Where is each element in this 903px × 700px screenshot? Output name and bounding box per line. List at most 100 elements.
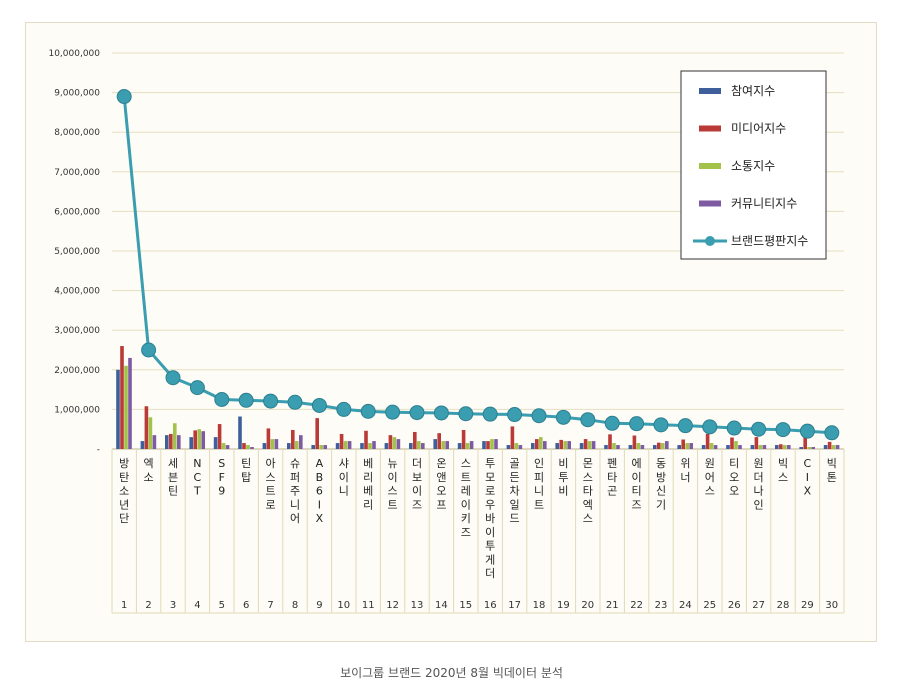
y-tick-label: 10,000,000 xyxy=(48,49,100,59)
bar xyxy=(835,445,840,449)
legend-swatch xyxy=(699,200,721,207)
y-tick-label: 2,000,000 xyxy=(54,366,100,376)
rank-label: 7 xyxy=(267,600,273,611)
bar xyxy=(754,437,759,449)
rank-label: 24 xyxy=(679,600,692,611)
bar xyxy=(661,443,665,449)
bar xyxy=(173,423,177,449)
bar xyxy=(787,445,791,449)
bar xyxy=(579,443,584,449)
bar xyxy=(685,443,689,449)
bar xyxy=(144,406,149,449)
y-tick-label: - xyxy=(97,445,100,455)
bar xyxy=(343,441,348,449)
brand-score-point xyxy=(677,418,693,434)
brand-score-point xyxy=(385,404,401,420)
bar xyxy=(567,441,571,449)
brand-score-point xyxy=(458,406,474,422)
bar xyxy=(270,439,275,449)
rank-label: 15 xyxy=(459,600,472,611)
bar xyxy=(323,445,327,449)
bar xyxy=(762,445,767,449)
y-tick-label: 9,000,000 xyxy=(54,89,100,99)
brand-score-point xyxy=(214,392,230,407)
bar xyxy=(555,443,559,449)
bar xyxy=(148,417,153,449)
bar xyxy=(591,441,596,449)
chart-caption: 보이그룹 브랜드 2020년 8월 빅데이터 분석 xyxy=(340,666,563,680)
bar xyxy=(604,445,608,449)
bar xyxy=(392,437,397,449)
bar xyxy=(461,429,466,449)
rank-label: 21 xyxy=(606,600,619,611)
brand-score-point xyxy=(653,417,669,433)
bar xyxy=(364,430,368,449)
bar xyxy=(539,437,543,449)
bar xyxy=(506,445,511,449)
bar xyxy=(388,435,393,449)
bar xyxy=(152,435,157,449)
brand-score-point xyxy=(409,405,425,421)
rank-label: 16 xyxy=(484,600,497,611)
rank-label: 28 xyxy=(777,600,790,611)
bar xyxy=(291,429,295,449)
bar xyxy=(347,441,352,449)
rank-label: 11 xyxy=(362,600,375,611)
legend-label: 커뮤니티지수 xyxy=(731,197,797,211)
legend-swatch xyxy=(699,163,721,169)
legend-label: 소통지수 xyxy=(731,159,775,173)
bar xyxy=(779,444,783,449)
bar xyxy=(315,418,319,449)
bar xyxy=(217,424,222,449)
bar xyxy=(775,445,779,449)
brand-score-point xyxy=(238,392,254,408)
bar xyxy=(514,443,519,449)
rank-label: 2 xyxy=(145,600,151,611)
bar xyxy=(165,435,169,449)
brand-score-point xyxy=(482,406,498,422)
bar xyxy=(368,443,372,449)
bar xyxy=(339,433,344,449)
bar xyxy=(197,429,201,449)
bar xyxy=(783,445,787,449)
legend-label: 미디어지수 xyxy=(731,122,786,136)
bar xyxy=(705,433,710,449)
y-tick-label: 5,000,000 xyxy=(54,247,100,257)
bar xyxy=(677,445,681,449)
bar xyxy=(657,442,661,449)
bar xyxy=(213,437,218,449)
bar xyxy=(441,441,445,449)
bar xyxy=(319,445,323,449)
bar xyxy=(124,365,128,449)
rank-label: 6 xyxy=(243,600,249,611)
bar xyxy=(734,441,738,449)
bar xyxy=(128,357,132,449)
bar xyxy=(636,443,641,449)
rank-label: 23 xyxy=(655,600,668,611)
bar xyxy=(665,441,669,449)
legend-swatch xyxy=(699,88,721,94)
brand-score-point xyxy=(799,423,815,439)
bar xyxy=(612,443,616,449)
bar xyxy=(287,443,291,449)
bar xyxy=(421,443,425,449)
bar xyxy=(335,443,340,449)
brand-score-point xyxy=(360,403,376,419)
